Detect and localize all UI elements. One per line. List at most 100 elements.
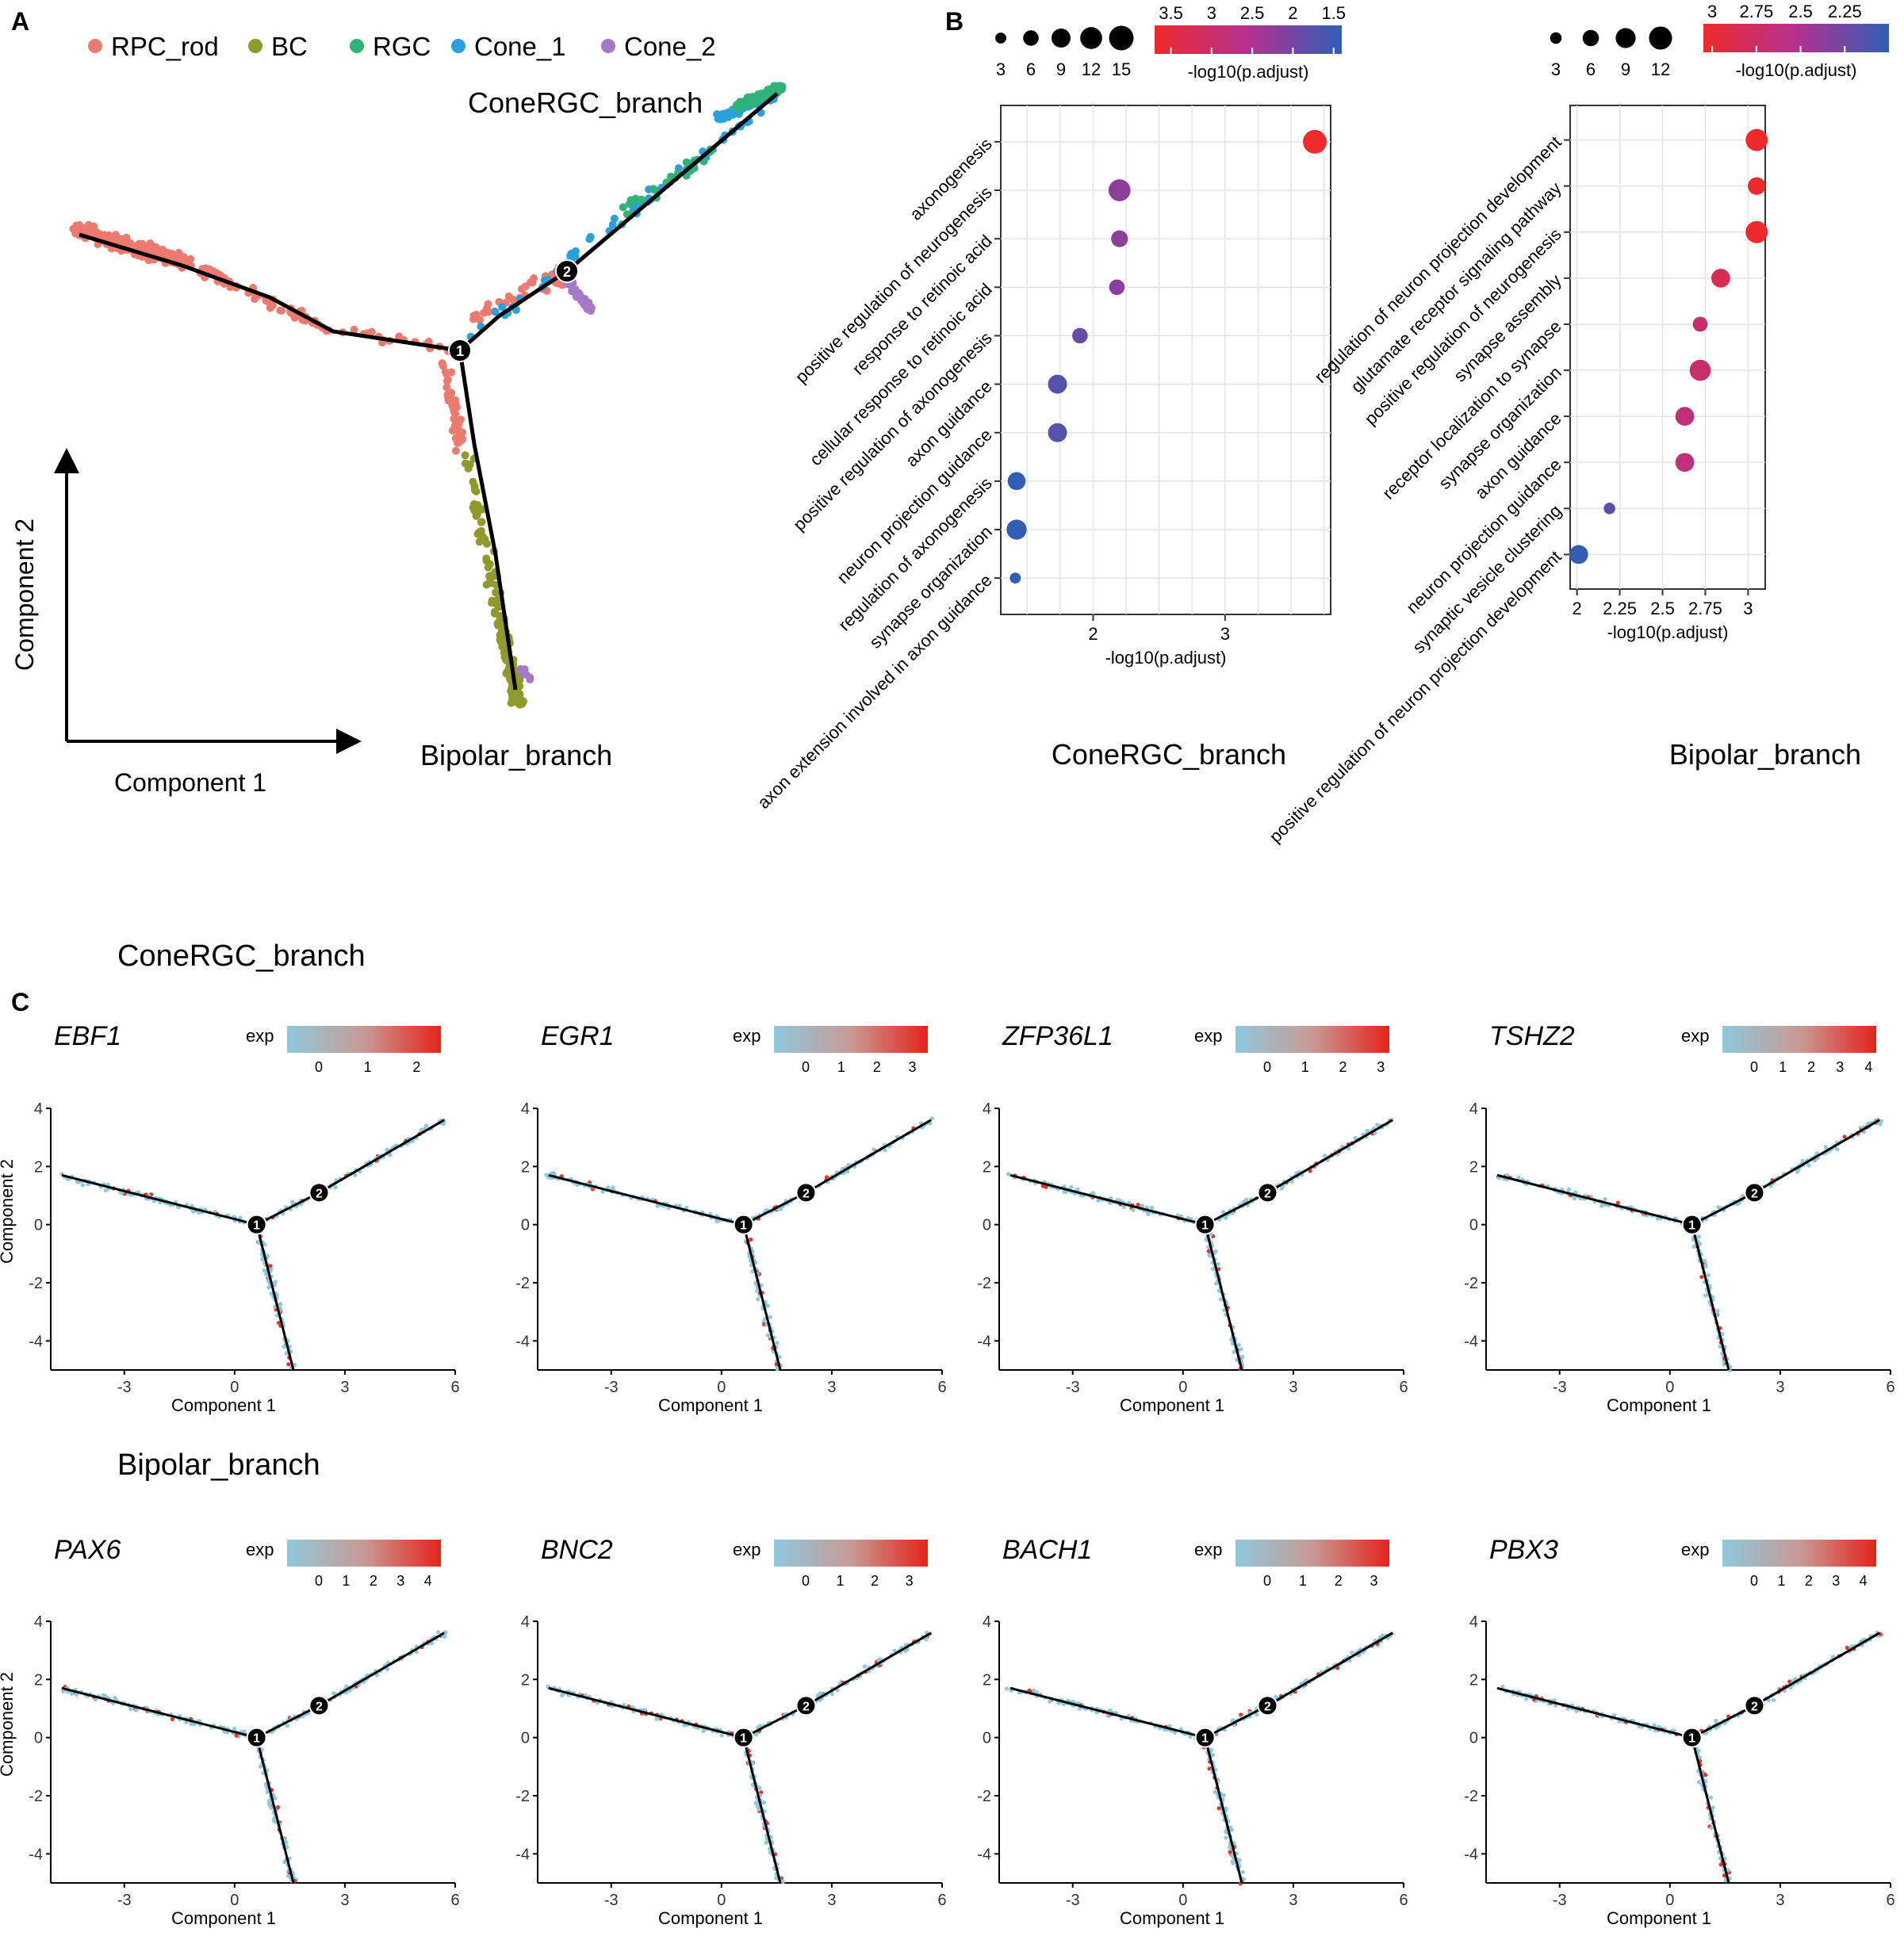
legend-swatch (601, 39, 615, 53)
y-tick-label: -2 (1464, 1788, 1478, 1805)
cell-point (1603, 1196, 1607, 1202)
branch-node (1194, 1727, 1216, 1748)
cell-point (764, 1840, 768, 1845)
x-tick-label: -3 (117, 1892, 132, 1909)
cell-point (1227, 1845, 1232, 1850)
exp-tick-label: 0 (802, 1059, 810, 1075)
trajectory-path (458, 350, 518, 691)
colorbar-tick-label: 2.5 (1788, 2, 1813, 21)
cell-point (1335, 1666, 1340, 1670)
exp-tick-label: 2 (412, 1059, 420, 1075)
cell-point (103, 1188, 108, 1193)
cell-point (469, 477, 477, 486)
cell-point (1715, 1308, 1720, 1314)
x-tick-label: -3 (1066, 1892, 1080, 1909)
cell-point (484, 563, 492, 572)
term-dot (1007, 472, 1026, 491)
cell-point (521, 282, 530, 291)
exp-colorbar (1722, 1540, 1876, 1567)
exp-tick-label: 3 (909, 1059, 917, 1075)
cell-point (331, 1691, 336, 1696)
size-legend-dot (1109, 25, 1134, 51)
exp-tick-label: 1 (1301, 1059, 1309, 1075)
term-dot (1303, 129, 1327, 154)
cell-point (1612, 1713, 1617, 1718)
exp-tick-label: 2 (370, 1573, 377, 1589)
cell-point (1878, 1122, 1883, 1127)
branch-node (795, 1182, 817, 1203)
branch-node-label: 1 (1201, 1732, 1209, 1746)
cell-point (649, 185, 657, 193)
exp-colorbar (774, 1540, 928, 1567)
cell-point (1239, 1347, 1243, 1352)
gene-name: TSHZ2 (1489, 1021, 1575, 1051)
exp-tick-label: 4 (424, 1573, 432, 1589)
gene-name: ZFP36L1 (1002, 1021, 1113, 1051)
cell-point (567, 281, 575, 289)
cell-point (80, 1183, 86, 1188)
size-legend-dot (1052, 29, 1071, 48)
cell-point (1718, 1862, 1723, 1867)
size-legend-label: 6 (1026, 59, 1036, 79)
cell-point (501, 656, 510, 664)
term-dot (1692, 316, 1708, 332)
cell-point (278, 306, 286, 315)
cell-point (608, 220, 617, 229)
exp-tick-label: 0 (315, 1059, 323, 1075)
cell-point (619, 203, 627, 212)
cell-point (1131, 1207, 1136, 1212)
cell-point (439, 362, 447, 370)
branch-node-label: 1 (253, 1219, 260, 1233)
cell-point (729, 110, 737, 119)
exp-tick-label: 3 (1832, 1573, 1840, 1589)
cell-point (1096, 1198, 1101, 1203)
branch-node (1257, 1182, 1278, 1203)
x-tick-label: -3 (1553, 1892, 1567, 1909)
cell-point (1323, 1154, 1327, 1158)
branch-node-label: 2 (1751, 1187, 1758, 1200)
cell-point (1063, 1190, 1068, 1195)
cell-point (892, 1648, 897, 1653)
term-dot (1569, 545, 1588, 564)
cell-point (430, 1641, 435, 1646)
cell-point (756, 1297, 760, 1302)
x-tick-label: 3 (340, 1892, 349, 1909)
cell-point (260, 1257, 265, 1262)
branch-label-bipolar: Bipolar_branch (420, 739, 612, 771)
exp-tick-label: 0 (1750, 1059, 1758, 1075)
x-tick-label: 6 (1886, 1379, 1894, 1396)
cell-point (155, 247, 164, 254)
y-tick-label: -4 (29, 1846, 43, 1863)
exp-tick-label: 0 (1263, 1573, 1271, 1589)
cell-point (1845, 1645, 1849, 1650)
cell-point (477, 518, 486, 526)
legend-label: RPC_rod (111, 32, 219, 61)
cell-point (1188, 1735, 1193, 1739)
colorbar-title: -log10(p.adjust) (1736, 60, 1857, 80)
y-tick-label: -2 (29, 1275, 43, 1292)
cell-point (473, 507, 482, 516)
exp-tick-label: 3 (397, 1573, 404, 1589)
y-tick-label: 0 (34, 1217, 43, 1234)
cell-point (755, 1804, 760, 1809)
cell-point (768, 86, 777, 94)
y-tick-label: -2 (1464, 1275, 1478, 1292)
cell-point (444, 396, 453, 405)
term-dot (1048, 374, 1067, 394)
cell-point (483, 540, 491, 548)
branch-node (1744, 1182, 1765, 1203)
cell-point (1771, 1697, 1776, 1703)
legend-label: RGC (373, 32, 431, 61)
exp-colorbar (774, 1026, 928, 1053)
cell-point (284, 1840, 289, 1845)
cell-point (1726, 1868, 1730, 1873)
cell-point (701, 1728, 706, 1734)
x-tick-label: -3 (1066, 1379, 1080, 1396)
branch-node (1744, 1695, 1765, 1716)
cell-point (719, 109, 728, 118)
branch-node-label: 2 (1264, 1700, 1271, 1713)
colorbar-tick-label: 2.5 (1240, 3, 1265, 23)
cell-point (757, 92, 765, 100)
x-axis-title: Component 1 (1120, 1395, 1224, 1415)
cell-point (1136, 1203, 1140, 1207)
